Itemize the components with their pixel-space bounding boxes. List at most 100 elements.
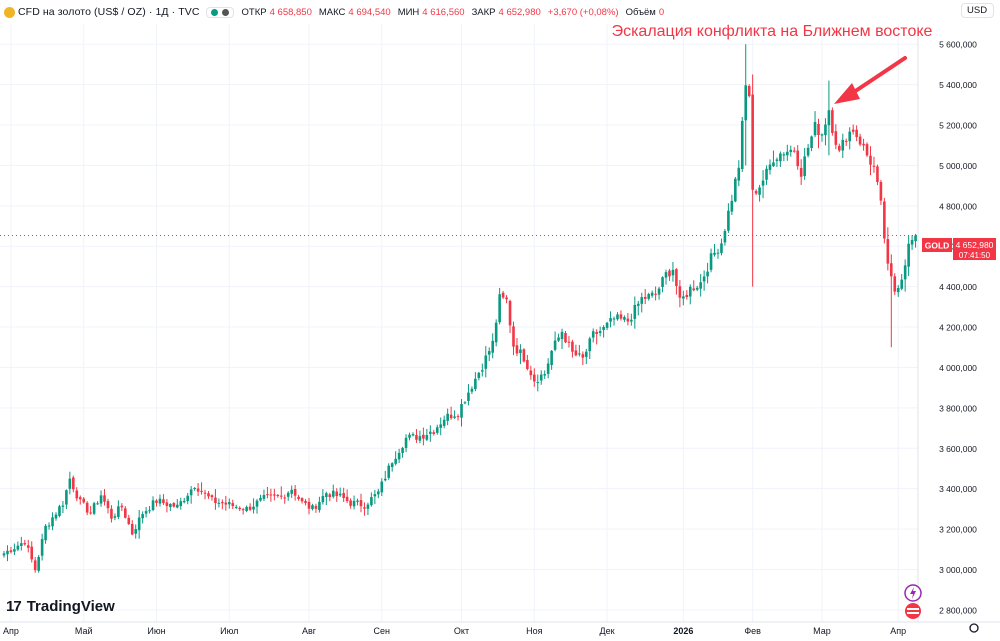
candle-body bbox=[6, 550, 9, 555]
candle-body bbox=[522, 349, 526, 362]
candle-body bbox=[623, 317, 626, 320]
candle-body bbox=[221, 502, 224, 504]
candle-body bbox=[740, 120, 744, 170]
candle-body bbox=[30, 546, 34, 560]
candle-body bbox=[124, 508, 127, 518]
candle-body bbox=[505, 297, 508, 300]
candle-body bbox=[643, 296, 647, 299]
candle-body bbox=[699, 282, 702, 289]
candle-body bbox=[838, 145, 841, 151]
candle-body bbox=[720, 243, 723, 254]
candle-body bbox=[262, 494, 266, 499]
x-tick-label: Авг bbox=[302, 626, 317, 636]
candle-body bbox=[352, 500, 356, 507]
candle-body bbox=[761, 180, 765, 186]
candle-body bbox=[193, 488, 196, 490]
candle-body bbox=[647, 294, 650, 299]
chart-header: CFD на золото (US$ / OZ) · 1Д · TVC ОТКР… bbox=[0, 0, 1000, 24]
candle-body bbox=[435, 427, 439, 433]
candle-body bbox=[207, 493, 210, 497]
candle-body bbox=[713, 252, 716, 255]
candle-body bbox=[578, 353, 581, 355]
price-tag-price: 4 652,980 bbox=[956, 240, 994, 250]
candle-body bbox=[553, 340, 557, 350]
annotation-arrow-shaft bbox=[846, 56, 907, 98]
candle-body bbox=[210, 495, 214, 498]
candle-body bbox=[214, 497, 217, 504]
y-tick-label: 4 000,000 bbox=[939, 363, 977, 373]
candle-body bbox=[688, 286, 692, 297]
candle-body bbox=[584, 351, 588, 357]
candle-body bbox=[907, 243, 910, 267]
candle-body bbox=[286, 492, 290, 497]
candle-body bbox=[82, 498, 86, 503]
candle-body bbox=[231, 503, 235, 507]
candle-body bbox=[26, 545, 30, 548]
candle-body bbox=[709, 253, 713, 270]
candle-body bbox=[148, 510, 151, 512]
candle-body bbox=[279, 495, 283, 497]
candle-body bbox=[78, 497, 82, 500]
volume-value: 0 bbox=[658, 6, 665, 18]
candle-body bbox=[394, 458, 397, 464]
candle-body bbox=[529, 370, 533, 376]
candle-body bbox=[134, 529, 138, 534]
candle-body bbox=[85, 502, 89, 513]
candle-body bbox=[841, 139, 845, 151]
candle-body bbox=[425, 435, 429, 440]
candle-body bbox=[325, 493, 328, 498]
candle-body bbox=[779, 153, 782, 162]
candle-body bbox=[342, 493, 345, 499]
candle-body bbox=[283, 497, 287, 499]
candle-body bbox=[605, 322, 609, 328]
candle-body bbox=[227, 502, 231, 505]
tradingview-logo[interactable]: 17 TradingView bbox=[6, 598, 115, 615]
candle-body bbox=[463, 402, 467, 404]
candle-body bbox=[519, 349, 522, 354]
candle-body bbox=[896, 288, 900, 293]
candle-body bbox=[571, 341, 574, 352]
candle-body bbox=[827, 110, 831, 126]
candle-body bbox=[370, 497, 373, 506]
close-label: ЗАКР bbox=[471, 6, 496, 18]
market-status-pills[interactable] bbox=[205, 6, 234, 18]
candle-body bbox=[536, 382, 540, 384]
candle-body bbox=[650, 292, 654, 296]
candle-body bbox=[61, 505, 65, 507]
candle-body bbox=[158, 498, 162, 504]
candle-body bbox=[744, 85, 748, 121]
candle-body bbox=[442, 419, 446, 426]
candle-body bbox=[439, 424, 443, 428]
candle-body bbox=[383, 478, 387, 481]
tradingview-logo-text: TradingView bbox=[26, 598, 115, 615]
candle-body bbox=[169, 503, 172, 508]
side-badges bbox=[904, 584, 979, 633]
price-tag-ticker-bg bbox=[922, 238, 952, 252]
candle-body bbox=[751, 94, 754, 190]
candle-body bbox=[366, 504, 370, 509]
low-label: МИН bbox=[397, 6, 420, 18]
candle-body bbox=[817, 123, 820, 136]
high-label: МАКС bbox=[318, 6, 346, 18]
candle-body bbox=[678, 286, 682, 298]
y-tick-label: 3 600,000 bbox=[939, 444, 977, 454]
candle-body bbox=[415, 434, 418, 440]
candle-body bbox=[574, 350, 578, 356]
candle-body bbox=[491, 340, 495, 353]
symbol-title[interactable]: CFD на золото (US$ / OZ) · 1Д · TVC bbox=[18, 6, 200, 18]
candle-body bbox=[68, 478, 72, 489]
candle-body bbox=[58, 506, 61, 516]
candle-body bbox=[200, 490, 203, 492]
candle-body bbox=[460, 404, 463, 418]
candle-body bbox=[422, 434, 425, 439]
candle-body bbox=[630, 319, 633, 322]
candle-body bbox=[338, 493, 342, 496]
candle-body bbox=[99, 495, 103, 504]
candle-body bbox=[65, 490, 68, 505]
change-value: +3,670 (+0,08%) bbox=[547, 6, 619, 18]
candle-body bbox=[245, 506, 248, 512]
candle-body bbox=[668, 270, 671, 277]
price-axis: 2 800,000 3 000,000 3 200,000 3 400,000 3 60… bbox=[939, 40, 977, 616]
currency-selector[interactable]: USD bbox=[961, 3, 994, 18]
